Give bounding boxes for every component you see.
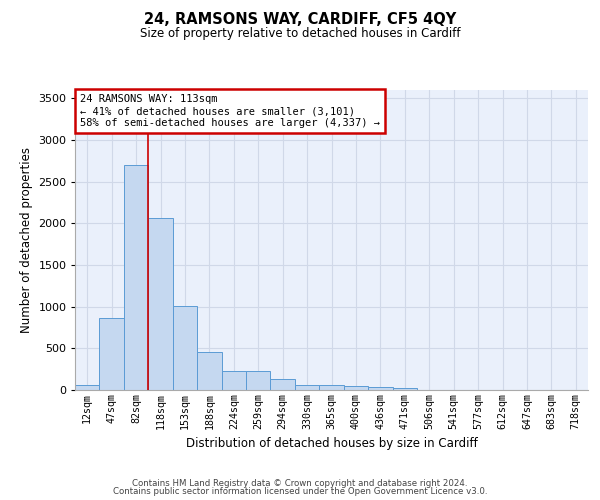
Text: Contains public sector information licensed under the Open Government Licence v3: Contains public sector information licen… [113, 487, 487, 496]
Bar [295, 384, 319, 390]
Bar [344, 386, 368, 390]
Bar [173, 306, 197, 390]
Text: Size of property relative to detached houses in Cardiff: Size of property relative to detached ho… [140, 28, 460, 40]
Bar [221, 371, 246, 390]
Bar [124, 165, 148, 390]
Text: 24, RAMSONS WAY, CARDIFF, CF5 4QY: 24, RAMSONS WAY, CARDIFF, CF5 4QY [144, 12, 456, 28]
Bar [197, 352, 221, 390]
Y-axis label: Number of detached properties: Number of detached properties [20, 147, 33, 333]
Bar [100, 318, 124, 390]
Bar [368, 386, 392, 390]
Text: Contains HM Land Registry data © Crown copyright and database right 2024.: Contains HM Land Registry data © Crown c… [132, 478, 468, 488]
Bar [319, 386, 344, 390]
Bar [75, 386, 100, 390]
Bar [271, 379, 295, 390]
Text: 24 RAMSONS WAY: 113sqm
← 41% of detached houses are smaller (3,101)
58% of semi-: 24 RAMSONS WAY: 113sqm ← 41% of detached… [80, 94, 380, 128]
Bar [246, 371, 271, 390]
Bar [392, 388, 417, 390]
X-axis label: Distribution of detached houses by size in Cardiff: Distribution of detached houses by size … [185, 437, 478, 450]
Bar [148, 218, 173, 390]
